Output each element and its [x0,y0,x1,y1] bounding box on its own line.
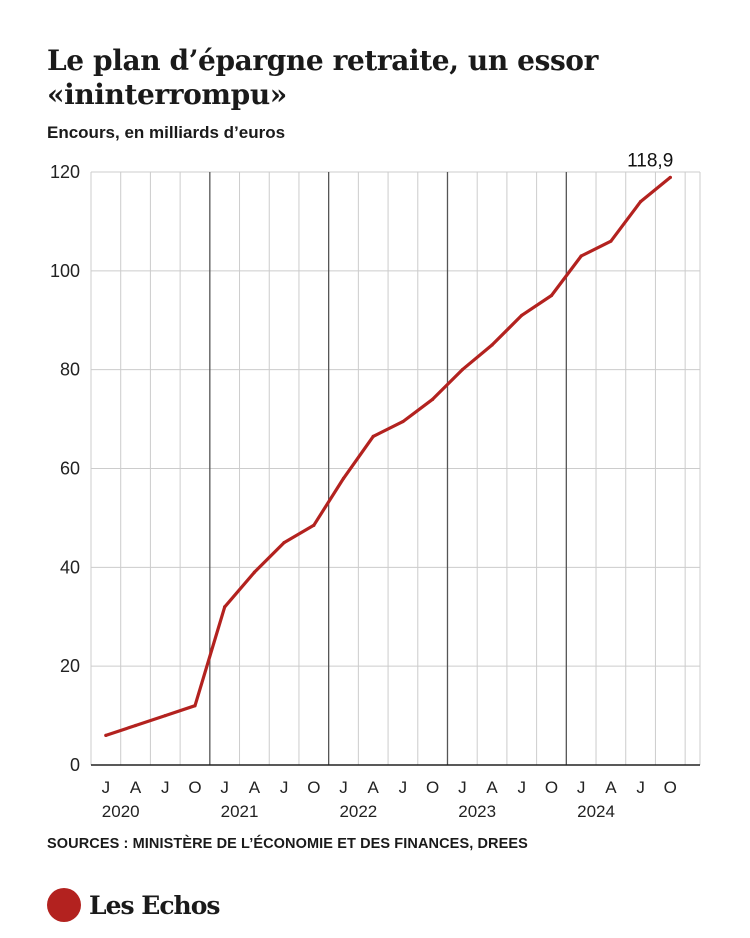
grid-layer [90,171,701,765]
x-tick-label: J [102,778,111,797]
x-tick-label: J [458,778,467,797]
les-echos-emblem-icon [47,888,81,922]
x-tick-label: O [545,778,558,797]
data-point [252,570,256,574]
x-tick-label: J [636,778,645,797]
data-point [371,434,375,438]
year-label: 2024 [577,802,615,821]
brand-name: Les Echos [89,890,220,920]
data-point [520,313,524,317]
x-tick-label: J [161,778,170,797]
data-point [460,368,464,372]
data-point [104,733,108,737]
x-tick-label: J [280,778,289,797]
x-tick-label: A [486,778,498,797]
year-label: 2020 [102,802,140,821]
data-point [193,704,197,708]
x-tick-label: J [577,778,586,797]
data-point [549,293,554,298]
data-point [223,605,227,609]
x-tick-label: A [130,778,142,797]
y-tick-label: 100 [50,261,80,281]
y-tick-label: 60 [60,459,80,479]
year-label: 2021 [221,802,259,821]
data-point [638,200,643,204]
x-tick-label: O [307,778,320,797]
end-value-label: 118,9 [627,150,673,171]
x-tick-label: O [188,778,201,797]
x-tick-label: O [426,778,439,797]
chart-title: Le plan d’épargne retraite, un essor «in… [47,44,598,111]
x-tick-label: J [220,778,229,797]
series-line [104,175,672,738]
x-tick-label: J [518,778,527,797]
data-point [668,175,672,180]
year-label: 2022 [339,802,377,821]
data-point [282,541,286,545]
data-point [401,419,405,424]
source-note: SOURCES : MINISTÈRE DE L’ÉCONOMIE ET DES… [47,836,528,852]
data-point [133,723,138,728]
data-point [312,523,316,527]
x-tick-label: A [249,778,261,797]
y-tick-label: 20 [60,656,80,676]
data-point [579,254,583,258]
y-tick-label: 40 [60,557,80,577]
year-label: 2023 [458,802,496,821]
chart-subtitle: Encours, en milliards d’euros [47,123,286,142]
data-point [163,713,167,718]
x-tick-label: A [605,778,617,797]
x-tick-label: J [339,778,348,797]
x-tick-label: O [664,778,677,797]
data-point [490,343,494,347]
data-point [609,239,613,243]
x-tick-label: J [399,778,408,797]
y-tick-label: 0 [70,755,80,775]
brand-logo: Les Echos [47,888,220,922]
y-tick-label: 120 [50,162,80,182]
data-point [431,397,435,401]
y-tick-label: 80 [60,360,80,380]
series-layer [104,175,672,738]
data-point [341,476,346,480]
x-tick-label: A [368,778,380,797]
